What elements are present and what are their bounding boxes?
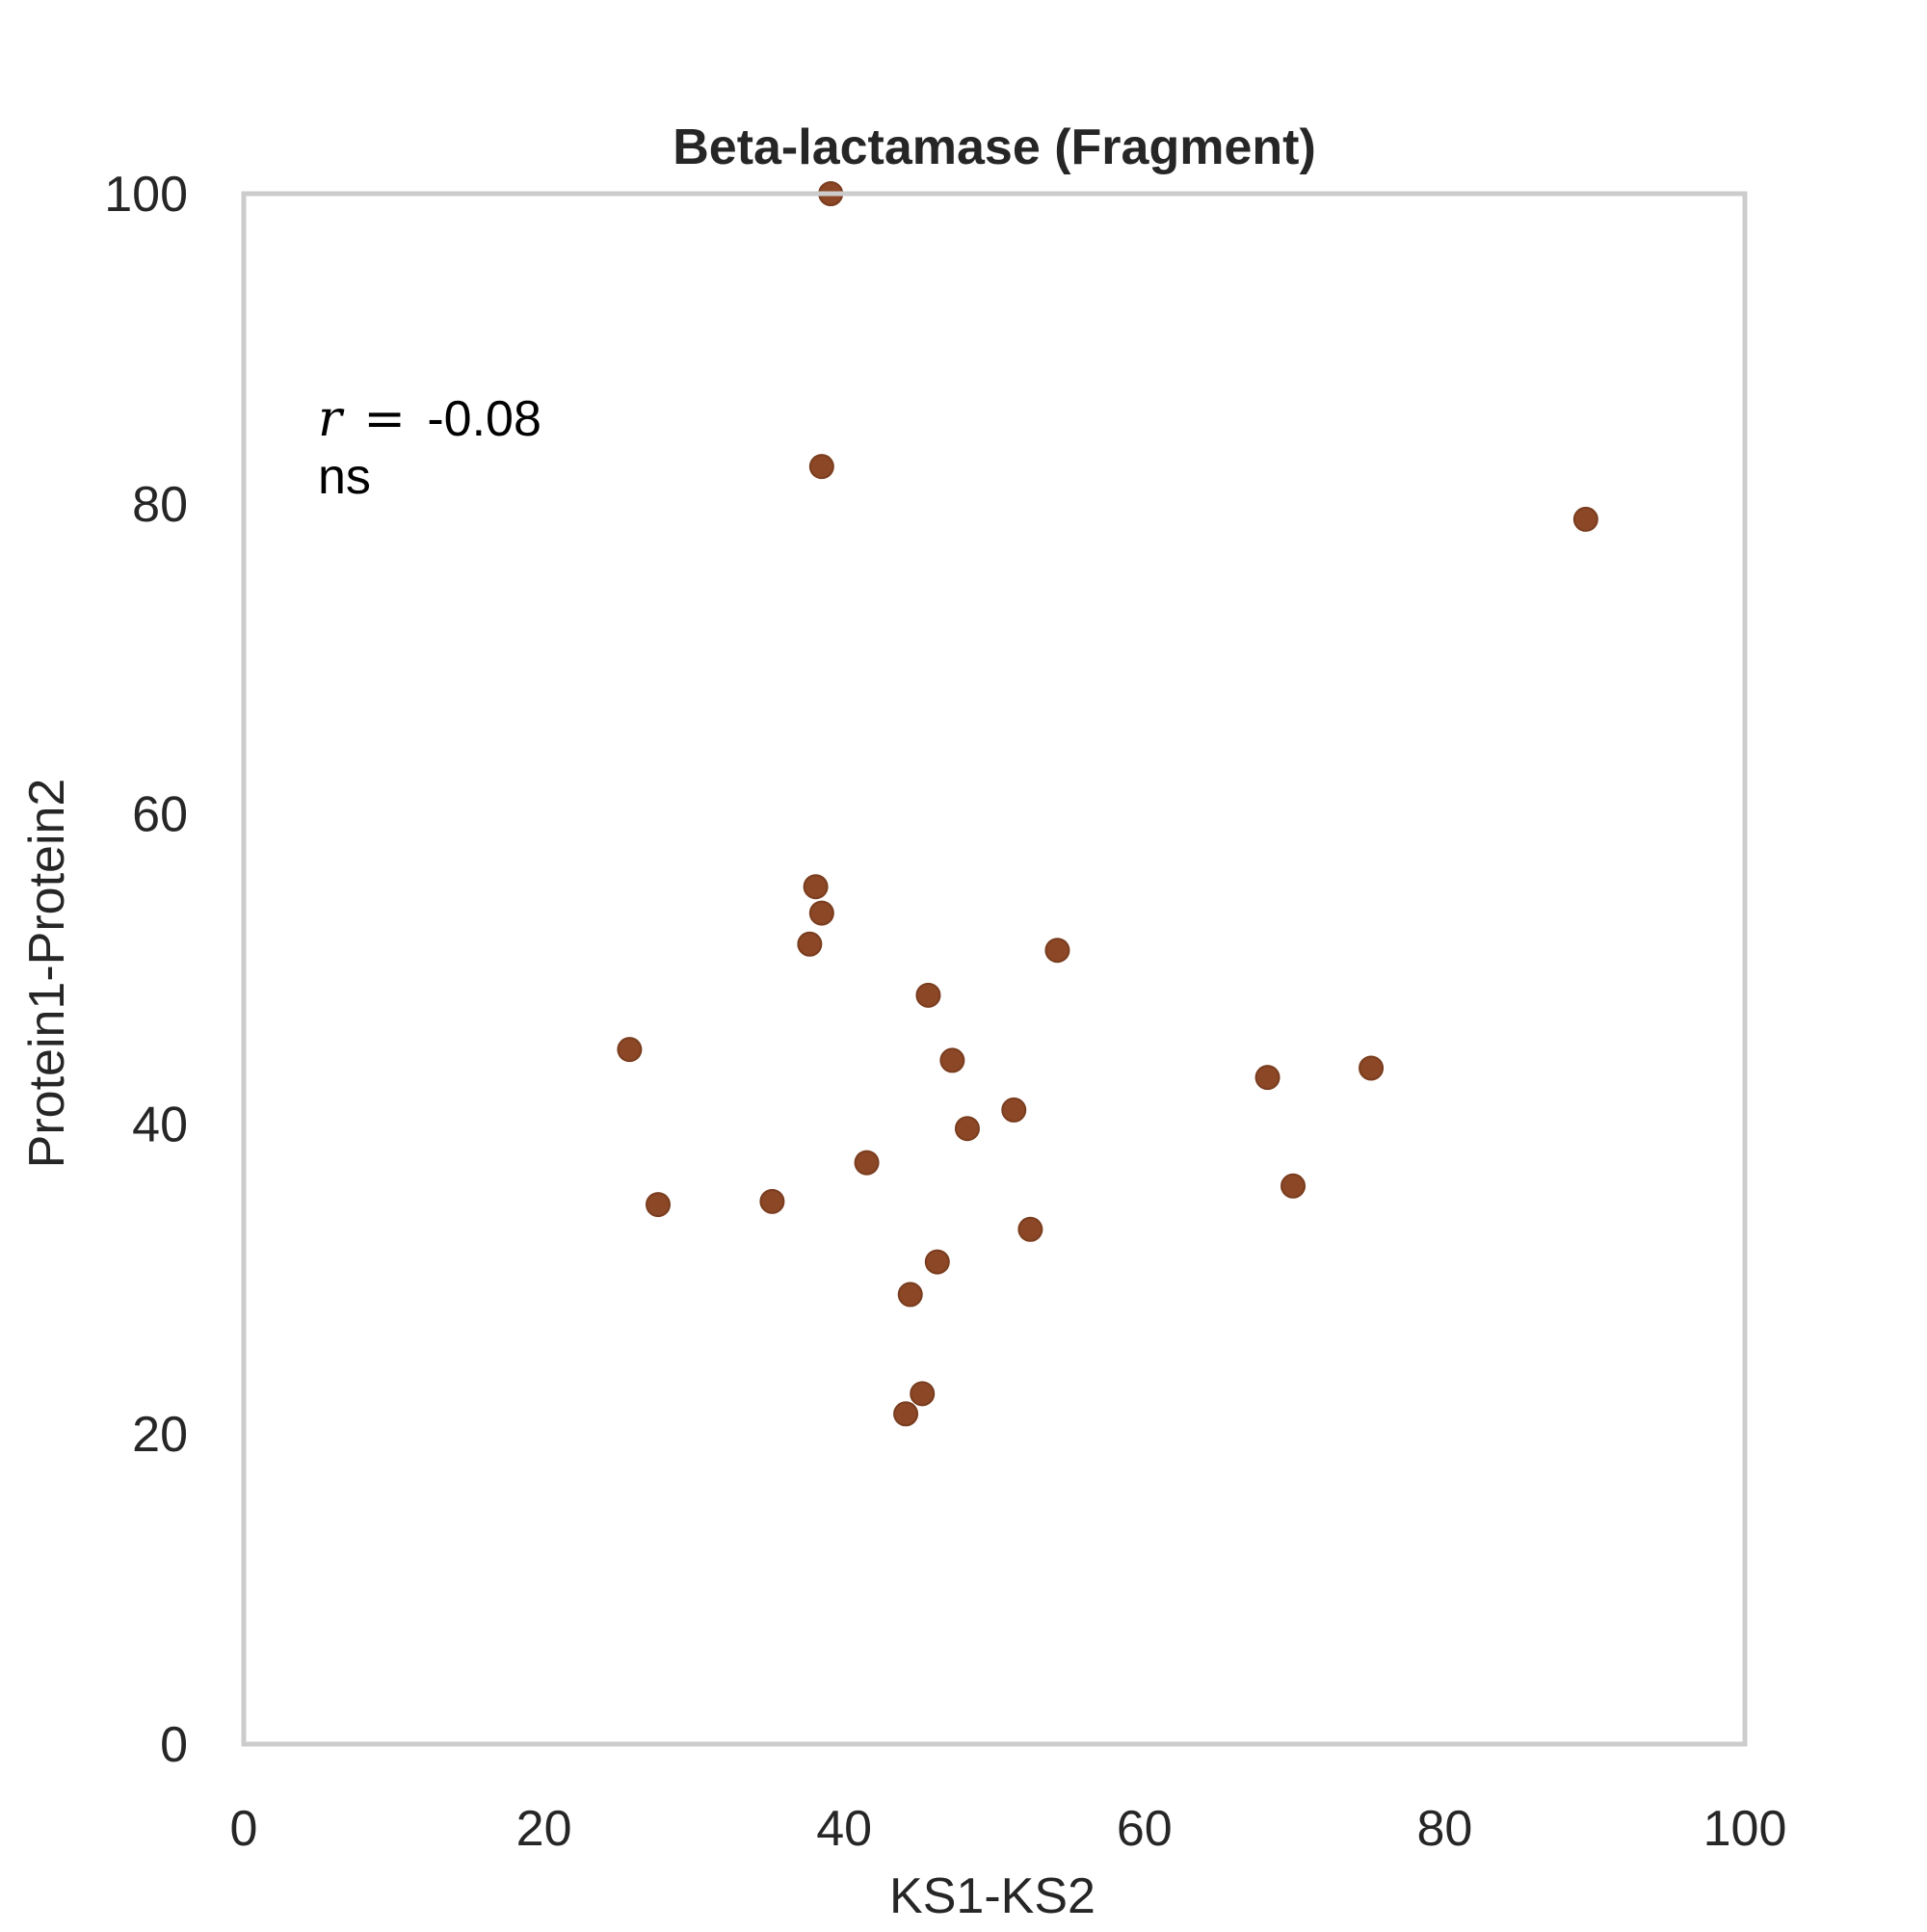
correlation-annotation: r = -0.08 ns	[318, 390, 541, 505]
chart-title: Beta-lactamase (Fragment)	[673, 119, 1316, 175]
y-tick-label: 20	[132, 1407, 188, 1463]
data-point	[808, 454, 834, 480]
r-value: -0.08	[427, 391, 541, 447]
data-point	[1044, 938, 1070, 964]
x-tick-label: 0	[230, 1801, 258, 1857]
y-tick-label: 40	[132, 1097, 188, 1152]
r-value-line: r = -0.08	[318, 390, 541, 448]
data-point	[915, 982, 941, 1008]
data-point	[893, 1401, 919, 1427]
data-point	[1017, 1216, 1043, 1242]
x-axis-label: KS1-KS2	[889, 1868, 1095, 1924]
data-point	[954, 1116, 980, 1142]
equals-sign: =	[363, 390, 406, 448]
y-tick-label: 100	[104, 167, 188, 223]
data-point	[897, 1282, 923, 1308]
data-point	[803, 874, 829, 900]
significance-label: ns	[318, 449, 371, 505]
r-symbol: r	[318, 390, 345, 448]
y-tick-label: 60	[132, 787, 188, 843]
data-point	[808, 900, 834, 926]
data-point	[854, 1150, 880, 1176]
y-tick-label: 0	[160, 1717, 188, 1773]
data-point	[1254, 1065, 1280, 1091]
data-point	[1572, 506, 1598, 532]
data-point	[617, 1037, 643, 1063]
x-tick-label: 100	[1703, 1801, 1787, 1857]
y-tick-labels: 0 20 40 60 80 100	[104, 167, 188, 1773]
data-point	[939, 1047, 965, 1073]
x-tick-label: 40	[816, 1801, 872, 1857]
y-tick-label: 80	[132, 477, 188, 533]
plot-frame	[241, 191, 1748, 1747]
data-point	[1001, 1097, 1027, 1123]
data-point	[646, 1192, 672, 1218]
x-tick-labels: 0 20 40 60 80 100	[230, 1801, 1787, 1857]
data-point	[759, 1188, 785, 1214]
data-point	[924, 1249, 950, 1275]
y-axis-label: Protein1-Protein2	[19, 779, 75, 1169]
x-tick-label: 20	[516, 1801, 572, 1857]
data-point	[1359, 1055, 1385, 1081]
data-point	[910, 1381, 936, 1407]
data-point	[797, 931, 823, 957]
x-tick-label: 80	[1416, 1801, 1472, 1857]
data-point	[1280, 1173, 1307, 1199]
x-tick-label: 60	[1117, 1801, 1173, 1857]
